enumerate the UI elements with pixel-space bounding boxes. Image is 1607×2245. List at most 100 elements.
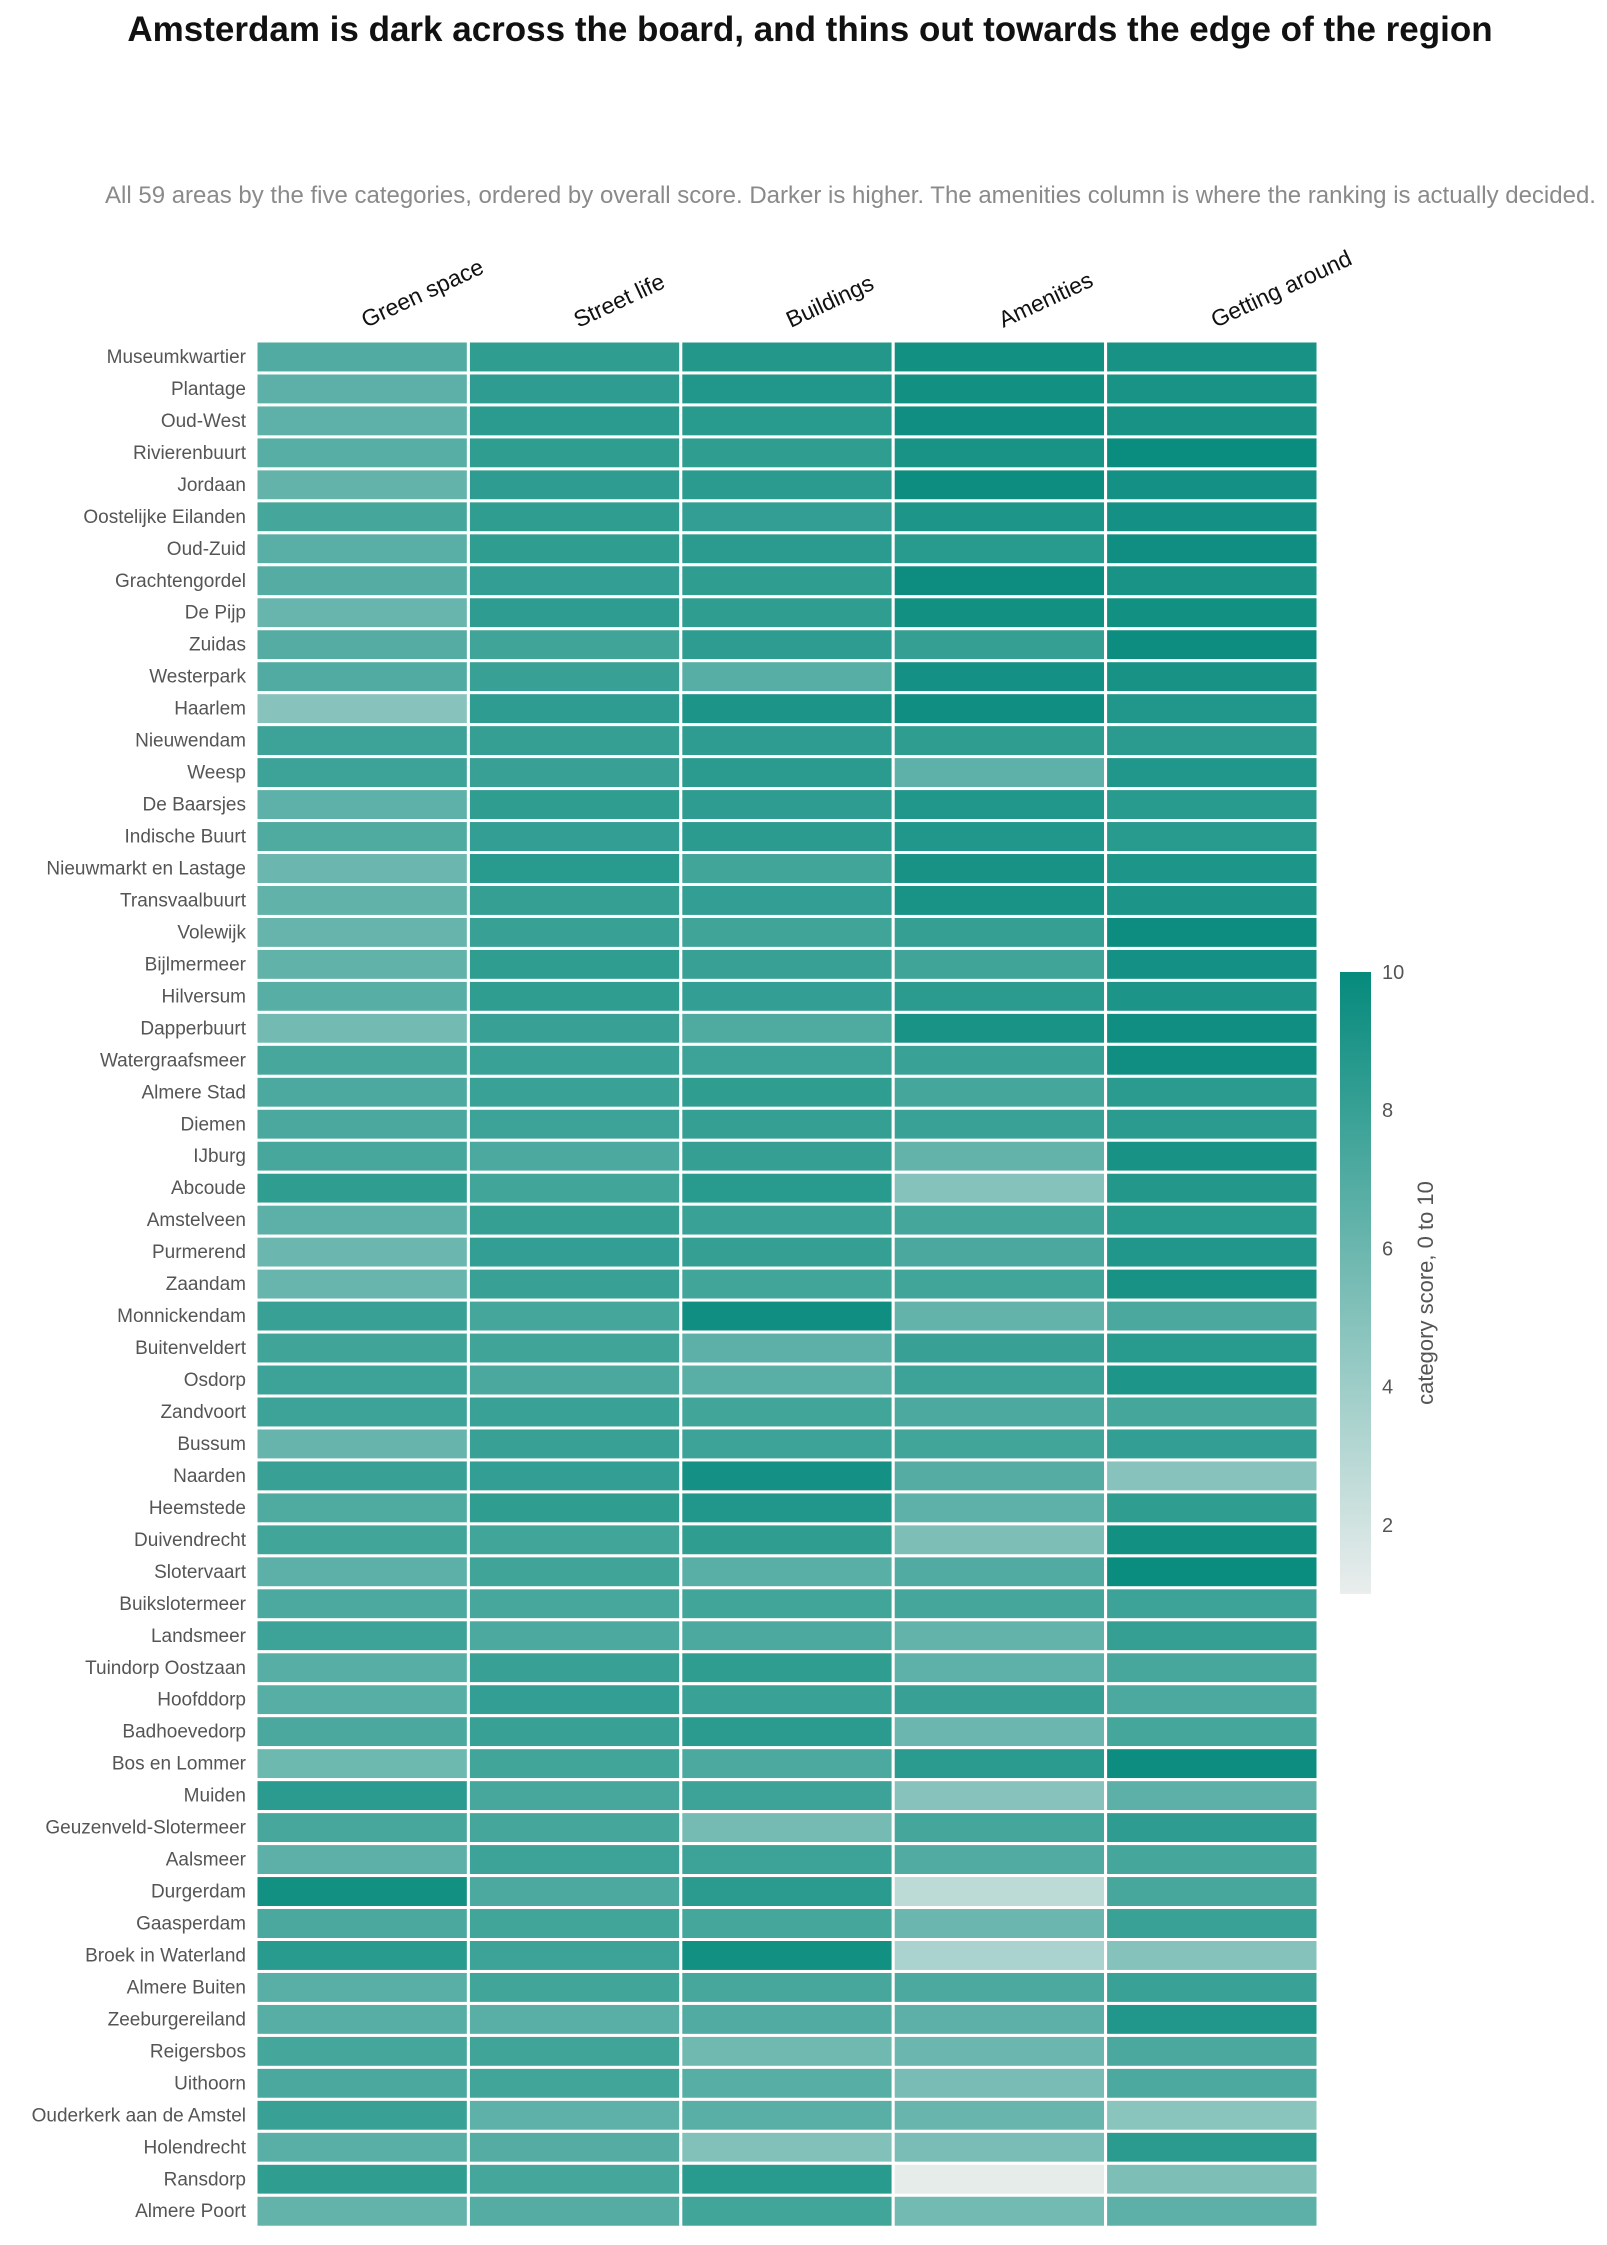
heatmap-cell (466, 467, 683, 503)
heatmap-cell (891, 1874, 1108, 1910)
heatmap-cell (679, 2129, 895, 2165)
heatmap-cell (466, 403, 683, 439)
heatmap-cell (891, 1490, 1108, 1526)
heatmap-cell (254, 1138, 470, 1174)
heatmap-cell (1104, 1106, 1320, 1142)
heatmap-cell (679, 1714, 895, 1750)
heatmap-cell (254, 1458, 470, 1494)
heatmap-cell (254, 659, 470, 695)
heatmap-cell (254, 1906, 470, 1942)
heatmap-cell (254, 1010, 470, 1046)
heatmap-cell (891, 339, 1108, 375)
row-label: Diemen (181, 1114, 246, 1135)
heatmap-cell (254, 1522, 470, 1558)
heatmap-cell (466, 914, 683, 950)
heatmap-cell (466, 1202, 683, 1238)
heatmap-cell (466, 1170, 683, 1206)
heatmap-cell (254, 1810, 470, 1846)
heatmap-cell (254, 723, 470, 759)
heatmap-cell (254, 531, 470, 567)
heatmap-cell (466, 1938, 683, 1973)
heatmap-cell (466, 1234, 683, 1270)
heatmap-cell (1104, 1810, 1320, 1846)
heatmap-cell (466, 435, 683, 471)
heatmap-cell (254, 819, 470, 855)
heatmap-cell (1104, 531, 1320, 567)
row-label: Rivierenbuurt (133, 443, 247, 464)
heatmap-cell (254, 914, 470, 950)
heatmap-cell (679, 403, 895, 439)
row-label: Durgerdam (151, 1882, 246, 1903)
heatmap-cell (254, 1746, 470, 1782)
column-label: Getting around (1207, 245, 1356, 333)
heatmap-cell (254, 755, 470, 791)
heatmap-cell (1104, 1682, 1320, 1718)
heatmap-cell (679, 1234, 895, 1270)
row-label: Holendrecht (144, 2137, 247, 2158)
heatmap-cell (254, 2001, 470, 2037)
heatmap-cell (466, 691, 683, 727)
heatmap-cell (1104, 1074, 1320, 1110)
row-label: Museumkwartier (107, 347, 247, 368)
heatmap-cell (891, 1010, 1108, 1046)
row-label: Duivendrecht (134, 1530, 247, 1551)
heatmap-cell (466, 1650, 683, 1686)
heatmap-cell (254, 1650, 470, 1686)
heatmap-cell (254, 1170, 470, 1206)
heatmap-cell (1104, 371, 1320, 407)
heatmap-cell (466, 1010, 683, 1046)
heatmap-cell (1104, 1842, 1320, 1878)
heatmap-cell (254, 851, 470, 886)
heatmap-cell (891, 1906, 1108, 1942)
heatmap-cell (254, 1362, 470, 1398)
heatmap-cell (1104, 1586, 1320, 1622)
heatmap-cell (254, 787, 470, 823)
row-label: Abcoude (171, 1178, 246, 1199)
heatmap-cell (466, 978, 683, 1014)
heatmap-cell (466, 2097, 683, 2133)
heatmap-cell (891, 2097, 1108, 2133)
heatmap-cell (891, 723, 1108, 759)
heatmap-cell (891, 1778, 1108, 1814)
heatmap-cell (679, 882, 895, 918)
heatmap-cell (679, 371, 895, 407)
heatmap-cell (891, 819, 1108, 855)
heatmap-cell (679, 1202, 895, 1238)
heatmap-cell (254, 371, 470, 407)
heatmap-cell (1104, 1650, 1320, 1686)
heatmap-cell (466, 1554, 683, 1590)
row-label: Nieuwmarkt en Lastage (46, 859, 246, 880)
row-label: Watergraafsmeer (100, 1050, 247, 1071)
row-label: Bijlmermeer (145, 954, 247, 975)
heatmap-cell (1104, 1874, 1320, 1910)
heatmap-cell (891, 1106, 1108, 1142)
chart-title: Amsterdam is dark across the board, and … (127, 10, 1493, 49)
heatmap-cell (254, 1969, 470, 2005)
heatmap-cell (254, 2129, 470, 2165)
heatmap-cell (466, 1362, 683, 1398)
heatmap-cell (254, 1874, 470, 1910)
heatmap-cell (466, 1874, 683, 1910)
row-label: Buikslotermeer (119, 1594, 246, 1615)
heatmap-cell (466, 1969, 683, 2005)
colorbar-tick-label: 10 (1382, 962, 1404, 984)
heatmap-cell (466, 1522, 683, 1558)
heatmap-cell (679, 691, 895, 727)
heatmap-cell (254, 627, 470, 663)
heatmap-cell (679, 1874, 895, 1910)
heatmap-cell (679, 1298, 895, 1334)
heatmap-cell (466, 1682, 683, 1718)
row-label: Naarden (173, 1466, 246, 1487)
column-label: Buildings (782, 270, 878, 333)
colorbar-tick-label: 4 (1382, 1377, 1393, 1399)
row-label: Badhoevedorp (122, 1722, 246, 1743)
row-label: Plantage (171, 379, 246, 400)
heatmap-cell (254, 978, 470, 1014)
heatmap-cell (679, 595, 895, 631)
heatmap-cell (679, 1810, 895, 1846)
heatmap-cell (466, 1042, 683, 1078)
heatmap-cell (679, 1682, 895, 1718)
heatmap-cell (891, 1298, 1108, 1334)
heatmap-cell (891, 2001, 1108, 2037)
row-label: Zeeburgereiland (108, 2009, 246, 2030)
